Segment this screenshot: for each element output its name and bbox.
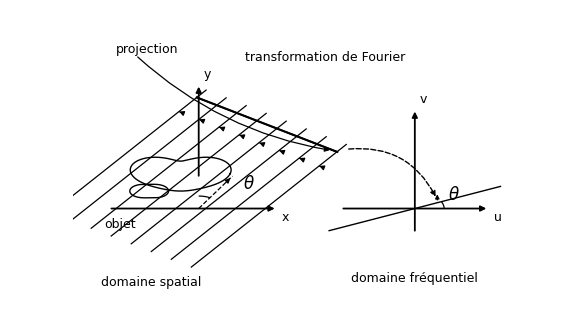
Text: v: v xyxy=(419,93,426,106)
Text: transformation de Fourier: transformation de Fourier xyxy=(245,51,405,64)
Text: y: y xyxy=(203,68,210,81)
Text: projection: projection xyxy=(116,42,178,56)
Text: x: x xyxy=(282,211,289,224)
Text: θ: θ xyxy=(449,186,459,204)
Text: objet: objet xyxy=(104,218,136,231)
Text: u: u xyxy=(494,211,501,224)
Text: domaine fréquentiel: domaine fréquentiel xyxy=(352,272,478,285)
Text: θ: θ xyxy=(244,175,254,192)
Text: domaine spatial: domaine spatial xyxy=(101,276,202,289)
